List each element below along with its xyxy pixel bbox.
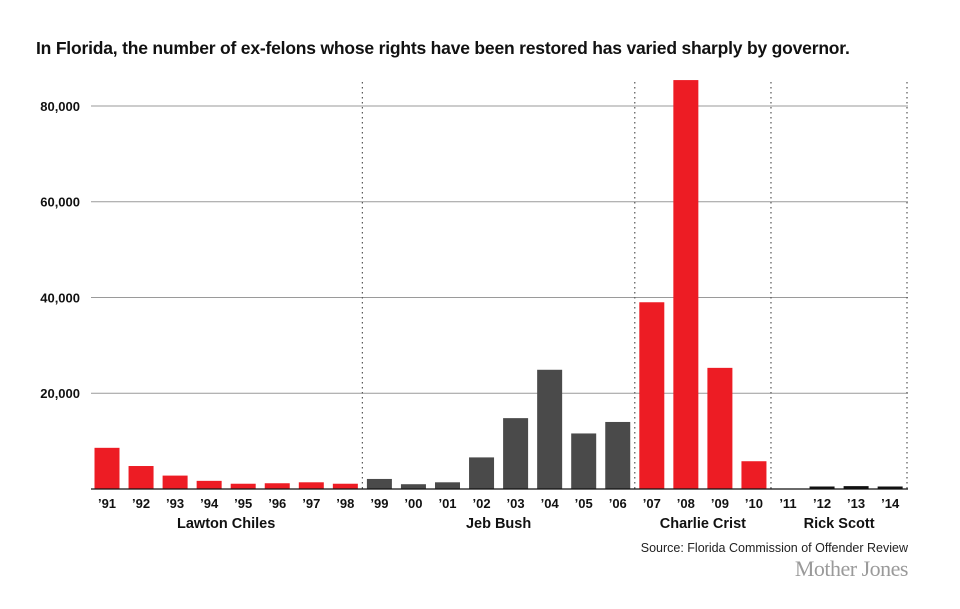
y-tick-label-20000: 20,000 (40, 386, 80, 401)
x-tick-label-14: ’05 (575, 496, 593, 511)
gridlines (91, 105, 908, 394)
bar-8 (366, 478, 392, 489)
y-tick-label-40000: 40,000 (40, 290, 80, 305)
bar-3 (196, 480, 222, 489)
x-tick-label-22: ’13 (847, 496, 865, 511)
x-tick-label-18: ’09 (711, 496, 729, 511)
x-tick-label-7: ’98 (336, 496, 354, 511)
bar-13 (537, 369, 563, 489)
source-note: Source: Florida Commission of Offender R… (640, 541, 908, 555)
x-tick-label-17: ’08 (677, 496, 695, 511)
bar-11 (469, 457, 495, 489)
x-tick-label-1: ’92 (132, 496, 150, 511)
x-tick-label-23: ’14 (881, 496, 900, 511)
chart-title: In Florida, the number of ex-felons whos… (36, 38, 850, 58)
governor-dividers (361, 82, 908, 489)
x-tick-label-0: ’91 (98, 496, 116, 511)
publisher-logo: Mother Jones (794, 556, 909, 581)
x-tick-label-21: ’12 (813, 496, 831, 511)
bars (94, 80, 903, 489)
bar-14 (571, 433, 597, 489)
bar-5 (264, 483, 290, 489)
x-tick-label-9: ’00 (404, 496, 422, 511)
bar-1 (128, 466, 154, 489)
bar-4 (230, 483, 256, 489)
x-tick-label-12: ’03 (507, 496, 525, 511)
bar-22 (843, 486, 869, 489)
bar-10 (435, 482, 460, 489)
labels: 20,000 40,000 60,000 80,000 ’91 ’92 ’93 ’94 ’95 ’… (40, 99, 900, 532)
x-tick-label-4: ’95 (234, 496, 252, 511)
bar-16 (639, 302, 665, 489)
governor-label-0: Lawton Chiles (177, 516, 275, 532)
governor-label-2: Charlie Crist (660, 516, 746, 532)
governor-label-3: Rick Scott (804, 516, 875, 532)
bar-2 (162, 475, 188, 489)
x-tick-label-8: ’99 (370, 496, 388, 511)
bar-7 (332, 483, 358, 489)
x-tick-label-3: ’94 (200, 496, 219, 511)
x-tick-label-16: ’07 (643, 496, 661, 511)
bar-0 (94, 447, 120, 489)
governor-label-1: Jeb Bush (466, 516, 531, 532)
bar-17 (673, 80, 699, 489)
x-tick-label-5: ’96 (268, 496, 286, 511)
x-tick-label-15: ’06 (609, 496, 627, 511)
x-tick-label-19: ’10 (745, 496, 763, 511)
bar-21 (809, 486, 835, 489)
bar-19 (741, 461, 767, 489)
x-tick-label-6: ’97 (302, 496, 320, 511)
bar-18 (707, 367, 733, 489)
x-tick-label-11: ’02 (473, 496, 491, 511)
x-tick-label-13: ’04 (541, 496, 560, 511)
bar-12 (503, 418, 529, 489)
y-tick-label-80000: 80,000 (40, 99, 80, 114)
x-tick-label-10: ’01 (438, 496, 456, 511)
bar-6 (298, 482, 324, 489)
y-tick-label-60000: 60,000 (40, 195, 80, 210)
bar-9 (400, 484, 426, 489)
x-tick-label-2: ’93 (166, 496, 184, 511)
bar-23 (877, 486, 903, 489)
bar-15 (605, 421, 631, 489)
x-tick-label-20: ’11 (779, 496, 796, 511)
